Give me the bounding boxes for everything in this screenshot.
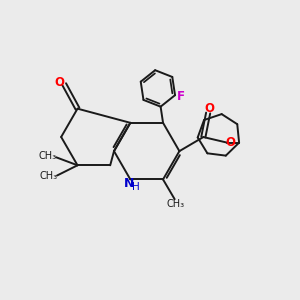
Text: F: F xyxy=(177,90,185,103)
Text: CH₃: CH₃ xyxy=(39,152,57,161)
Text: CH₃: CH₃ xyxy=(40,171,58,182)
Text: N: N xyxy=(124,177,135,190)
Text: O: O xyxy=(204,102,214,115)
Text: H: H xyxy=(132,182,140,192)
Text: CH₃: CH₃ xyxy=(166,199,184,208)
Text: O: O xyxy=(225,136,235,149)
Text: O: O xyxy=(55,76,65,89)
